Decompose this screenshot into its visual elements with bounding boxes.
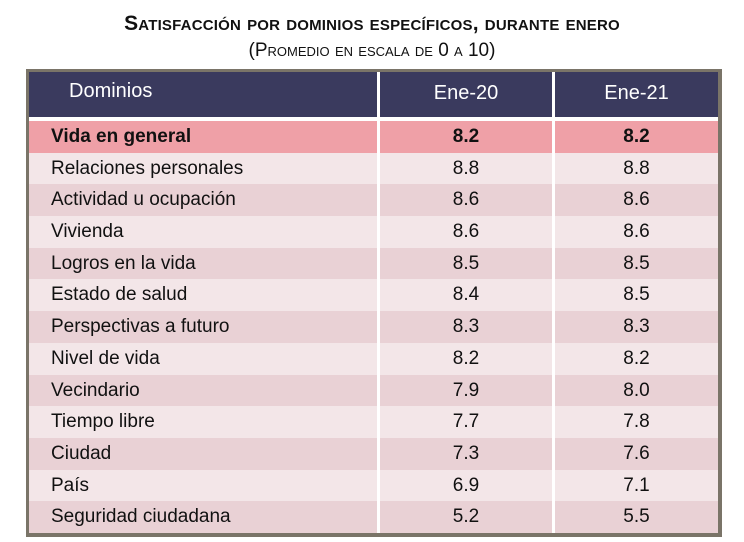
ene-21-value: 7.8 xyxy=(552,406,718,438)
ene-20-value: 8.3 xyxy=(377,311,552,343)
table-row: Logros en la vida 8.5 8.5 xyxy=(29,247,718,280)
ene-21-value: 8.2 xyxy=(552,342,718,375)
domain-cell: Seguridad ciudadana xyxy=(51,506,231,528)
domain-cell: Nivel de vida xyxy=(51,347,160,369)
ene-20-value: 8.4 xyxy=(377,279,552,312)
domain-cell: Vida en general xyxy=(51,126,192,147)
domain-cell: Vivienda xyxy=(51,221,124,243)
ene-20-value: 8.6 xyxy=(377,216,552,248)
ene-21-value: 8.3 xyxy=(552,311,718,343)
table-row: Ciudad 7.3 7.6 xyxy=(29,437,718,470)
table-row: Perspectivas a futuro 8.3 8.3 xyxy=(29,311,718,343)
ene-21-value: 8.6 xyxy=(552,184,718,217)
ene-20-value: 8.2 xyxy=(377,121,552,153)
table-title: Satisfacción por dominios específicos, d… xyxy=(124,12,620,35)
table-header: Dominios Ene-20 Ene-21 xyxy=(29,72,718,121)
column-header-ene-21: Ene-21 xyxy=(552,72,718,117)
ene-20-value: 5.2 xyxy=(377,501,552,533)
table-row: Nivel de vida 8.2 8.2 xyxy=(29,342,718,375)
ene-20-value: 8.5 xyxy=(377,247,552,280)
domain-cell: Perspectivas a futuro xyxy=(51,316,230,338)
ene-21-value: 7.1 xyxy=(552,469,718,502)
ene-20-value: 7.9 xyxy=(377,374,552,407)
ene-21-value: 8.8 xyxy=(552,152,718,185)
table-row: Vivienda 8.6 8.6 xyxy=(29,216,718,248)
ene-21-value: 7.6 xyxy=(552,437,718,470)
table-subtitle: (Promedio en escala de 0 a 10) xyxy=(248,40,496,61)
table-row: Vida en general 8.2 8.2 xyxy=(29,121,718,153)
table-body: Vida en general 8.2 8.2 Relaciones personal… xyxy=(29,121,718,533)
domain-cell: País xyxy=(51,474,90,496)
domain-cell: Vecindario xyxy=(51,379,140,401)
table-row: Seguridad ciudadana 5.2 5.5 xyxy=(29,501,718,533)
ene-20-value: 8.6 xyxy=(377,184,552,217)
table-row: Tiempo libre 7.7 7.8 xyxy=(29,406,718,438)
ene-21-value: 8.2 xyxy=(552,121,718,153)
ene-21-value: 8.6 xyxy=(552,216,718,248)
ene-21-value: 8.0 xyxy=(552,374,718,407)
table-row: Actividad u ocupación 8.6 8.6 xyxy=(29,184,718,217)
ene-20-value: 8.2 xyxy=(377,342,552,375)
ene-20-value: 6.9 xyxy=(377,469,552,502)
ene-20-value: 7.3 xyxy=(377,437,552,470)
domain-cell: Actividad u ocupación xyxy=(51,189,236,211)
table-row: Estado de salud 8.4 8.5 xyxy=(29,279,718,312)
satisfaction-table: Dominios Ene-20 Ene-21 Vida en general 8.… xyxy=(26,69,722,537)
ene-21-value: 8.5 xyxy=(552,247,718,280)
table-row: Vecindario 7.9 8.0 xyxy=(29,374,718,407)
domain-cell: Estado de salud xyxy=(51,284,188,306)
domain-cell: Ciudad xyxy=(51,442,112,464)
ene-21-value: 5.5 xyxy=(552,501,718,533)
ene-21-value: 8.5 xyxy=(552,279,718,312)
ene-20-value: 8.8 xyxy=(377,152,552,185)
column-header-dominios: Dominios xyxy=(69,80,153,102)
ene-20-value: 7.7 xyxy=(377,406,552,438)
domain-cell: Logros en la vida xyxy=(51,252,196,274)
domain-cell: Relaciones personales xyxy=(51,157,244,179)
column-header-ene-20: Ene-20 xyxy=(377,72,552,117)
domain-cell: Tiempo libre xyxy=(51,411,155,433)
table-row: País 6.9 7.1 xyxy=(29,469,718,502)
table-row: Relaciones personales 8.8 8.8 xyxy=(29,152,718,185)
